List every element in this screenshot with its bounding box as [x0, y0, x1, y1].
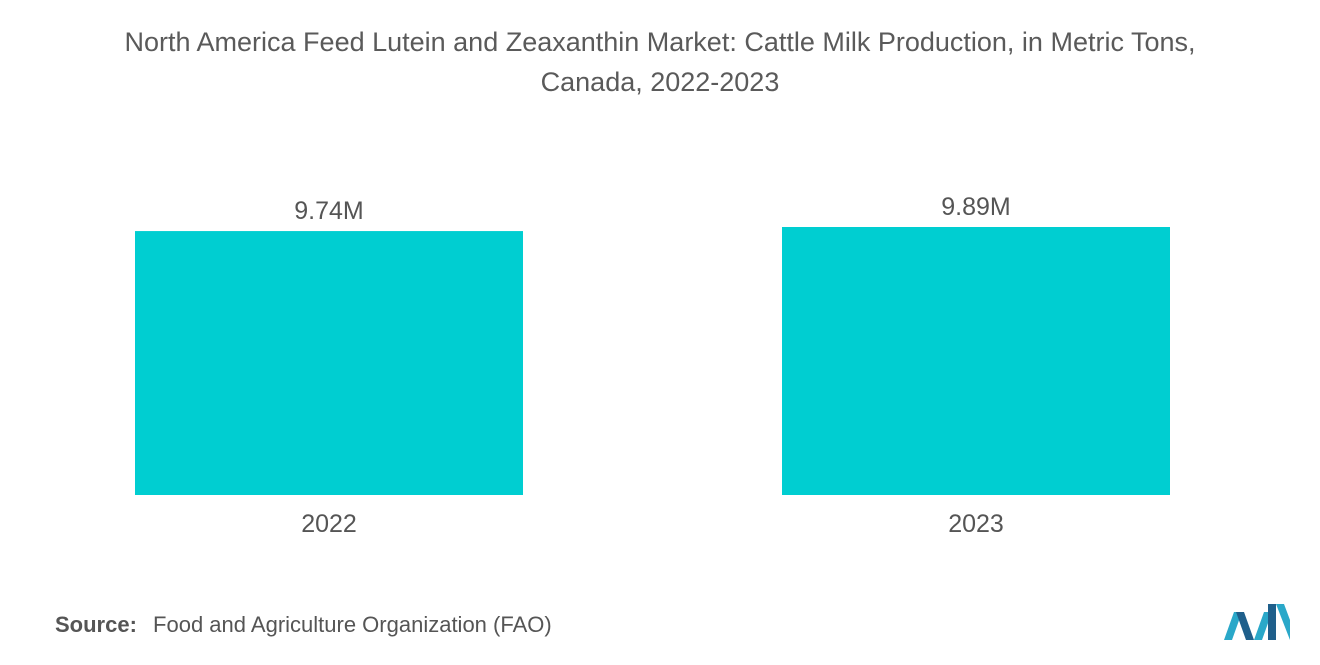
source-label: Source:: [55, 612, 137, 637]
x-tick-label-2022: 2022: [301, 510, 357, 538]
data-label-2023: 9.89M: [941, 193, 1010, 221]
chart-title-line-1: North America Feed Lutein and Zeaxanthin…: [124, 27, 1196, 57]
x-tick-label-2023: 2023: [948, 510, 1004, 538]
company-logo-icon: [1224, 604, 1290, 640]
data-label-2022: 9.74M: [294, 197, 363, 225]
chart-title-line-2: Canada, 2022-2023: [540, 67, 780, 97]
source-text: Food and Agriculture Organization (FAO): [153, 612, 552, 637]
source-note: Source: Food and Agriculture Organizatio…: [55, 612, 552, 638]
bar-2023: [782, 227, 1170, 495]
chart-title: North America Feed Lutein and Zeaxanthin…: [0, 22, 1320, 102]
bar-2022: [135, 231, 523, 496]
bar-chart: 9.74M 2022 9.89M 2023: [135, 193, 1170, 538]
